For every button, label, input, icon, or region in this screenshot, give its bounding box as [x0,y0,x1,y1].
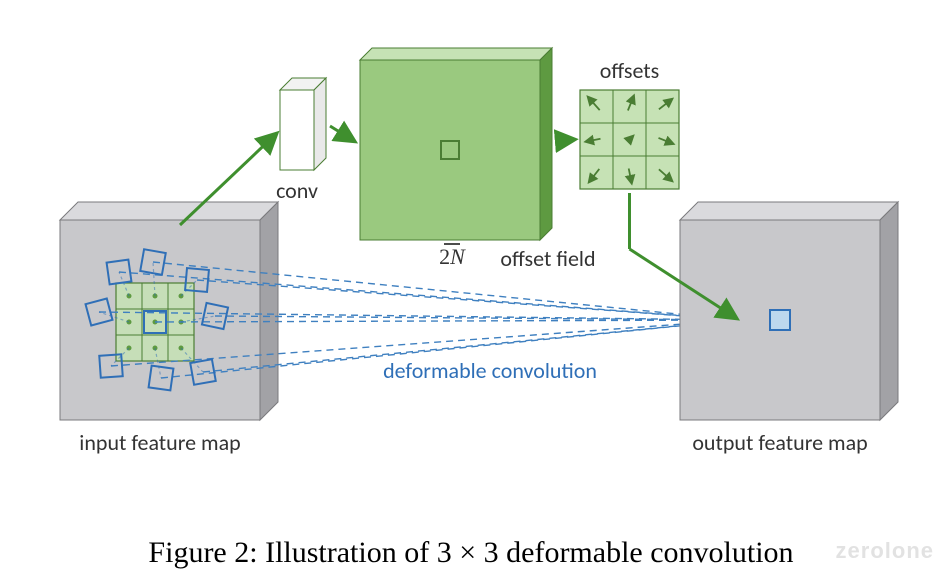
figure-caption: Figure 2: Illustration of 3 × 3 deformab… [0,536,942,570]
deformable-conv-label: deformable convolution [383,357,597,384]
output-feature-map [680,202,898,420]
offset-field [360,48,552,244]
watermark: zerolone [836,538,934,564]
input-label: input feature map [79,429,240,456]
conv-label: conv [276,177,318,204]
offsets-label: offsets [600,57,660,84]
offset-field-label: offset field [500,245,595,272]
two-n-label: 2N [439,244,466,269]
output-label: output feature map [692,429,867,456]
conv-box [280,78,326,170]
deformable-conv-diagram: conv offset field 2N offsets input feature m… [0,0,942,500]
offsets-grid [580,90,679,189]
caption-text: Figure 2: Illustration of 3 × 3 deformab… [148,536,793,569]
